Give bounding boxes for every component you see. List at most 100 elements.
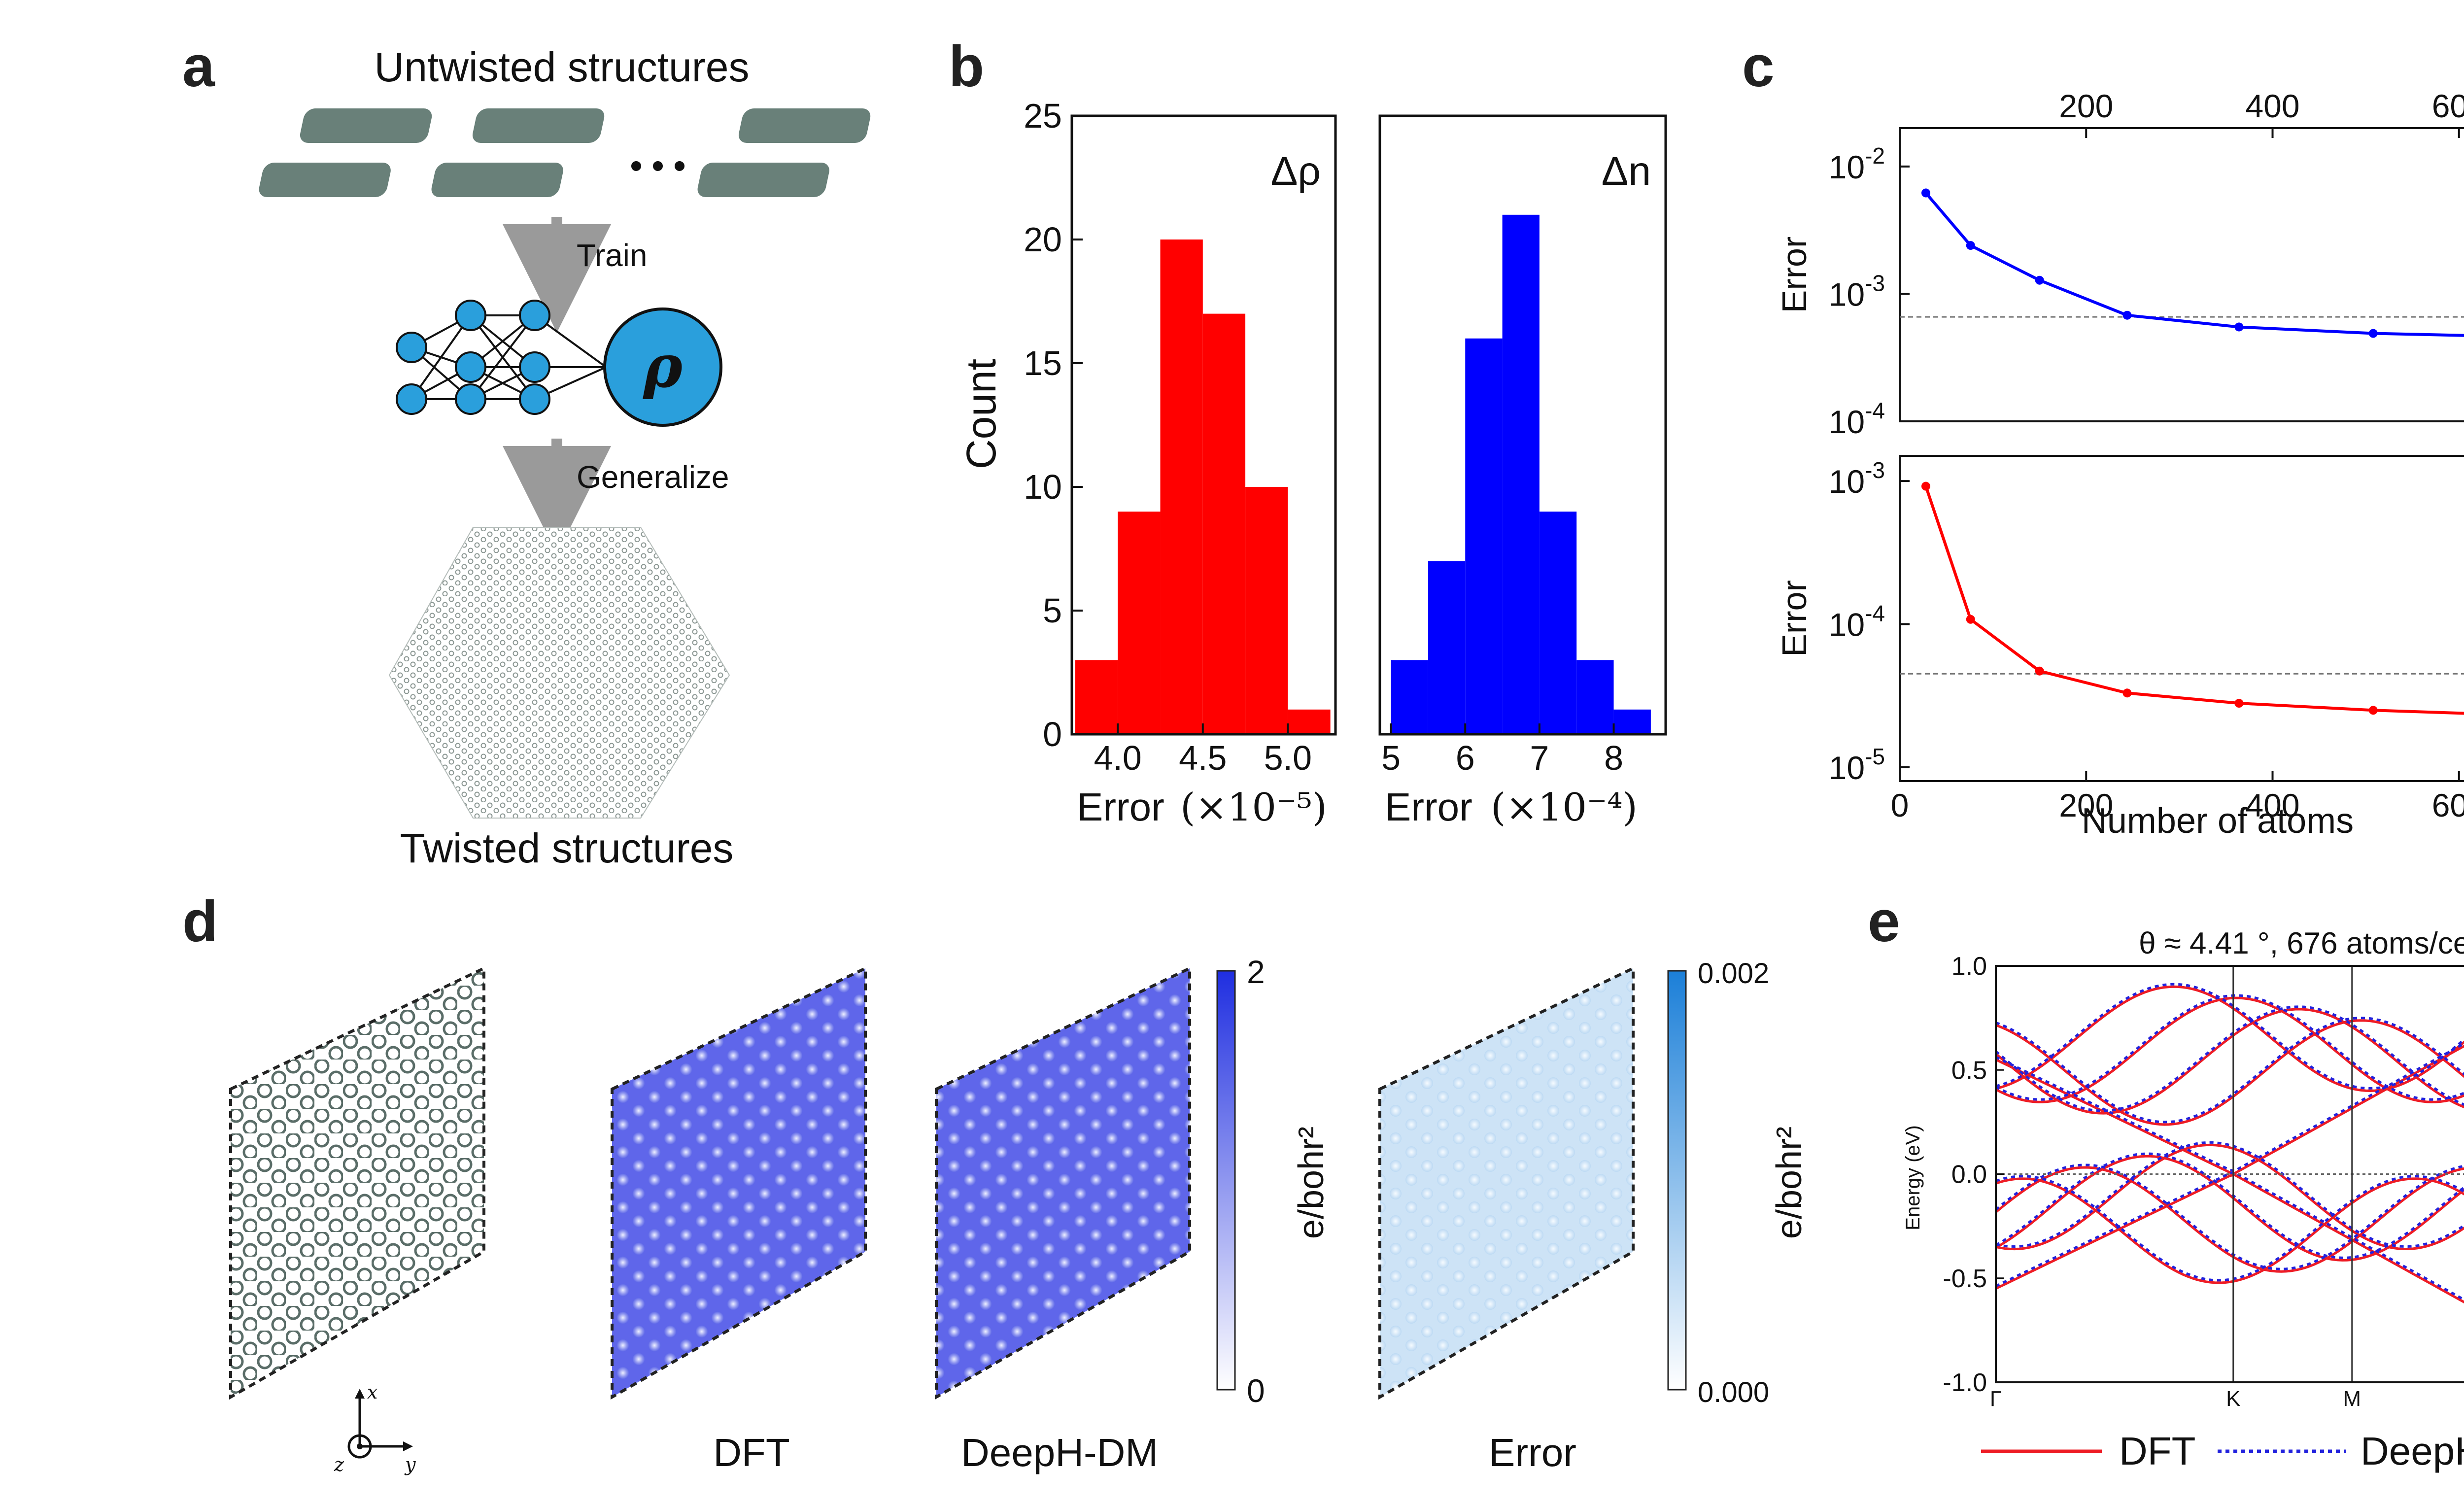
caption-error: Error [1489, 1431, 1576, 1474]
annotation-delta-n: Δn [1602, 149, 1651, 194]
neural-network-icon [396, 300, 722, 427]
panel-letter-c: c [1742, 34, 1775, 99]
dft-band [1996, 1166, 2464, 1273]
deeph-band [1996, 1152, 2464, 1259]
caption-deeph: DeepH-DM [961, 1431, 1158, 1474]
deeph-band [1996, 983, 2464, 1090]
histogram-bar [1118, 512, 1161, 734]
plot-frame [1899, 455, 2464, 782]
plot-frame [1899, 127, 2464, 422]
colorbar-density-label: e/bohr² [1292, 1127, 1331, 1239]
legend-deeph-label: DeepH-DM [2361, 1429, 2464, 1473]
x-tick-label: 4.5 [1179, 739, 1227, 777]
axis-x-label: x [367, 1381, 377, 1403]
twisted-label: Twisted structures [400, 825, 734, 871]
b-left-xunit: (×10⁻⁵) [1180, 786, 1327, 830]
x-tick-label: 0 [1891, 787, 1909, 823]
y-tick-label: 10-4 [1829, 600, 1885, 643]
bilayer-structure-1 [259, 108, 432, 197]
model-symbol: ρ [642, 332, 683, 401]
y-tick-label: -0.5 [1943, 1265, 1987, 1293]
deeph-band [1996, 1163, 2464, 1270]
e-title: θ ≈ 4.41 °, 676 atoms/cell [2139, 926, 2464, 960]
data-point [2035, 275, 2044, 285]
deeph-band [1996, 1171, 2464, 1301]
axis-z-label: z [334, 1454, 344, 1475]
axis-indicator: x y z [334, 1381, 416, 1475]
panel-e: e θ ≈ 4.41 °, 676 atoms/cell Energy (eV)… [1868, 889, 2464, 1473]
data-point [1966, 241, 1975, 250]
b-ylabel: Count [958, 359, 1004, 469]
dft-band [1996, 1008, 2464, 1115]
untwisted-structures: • • • [259, 108, 871, 197]
data-point [1966, 615, 1975, 624]
dft-band [1996, 1019, 2464, 1126]
y-tick-label: 1.0 [1951, 952, 1987, 981]
colorbar-density-min: 0 [1247, 1372, 1265, 1409]
x-tick-label: 200 [2059, 787, 2113, 823]
data-point [2368, 329, 2378, 338]
histogram-delta-rho: 4.0 4.5 5.0 0 5 10 15 20 25 Δρ [1024, 97, 1337, 777]
data-point [2122, 688, 2132, 698]
data-point [1921, 481, 1930, 491]
kpoint-label: M [2343, 1387, 2361, 1411]
y-tick-label: -1.0 [1943, 1368, 1987, 1397]
deeph-band [1996, 1005, 2464, 1112]
band-lines [1996, 983, 2464, 1304]
panel-letter-e: e [1868, 889, 1900, 954]
histogram-bar [1539, 512, 1577, 734]
caption-dft: DFT [713, 1431, 790, 1474]
data-point [1921, 188, 1930, 198]
bilayer-structure-3 [697, 108, 871, 197]
panel-letter-b: b [949, 34, 984, 99]
histogram-bar [1576, 660, 1614, 734]
kpoint-label: K [2226, 1387, 2240, 1411]
b-right-xlabel: Error [1385, 785, 1472, 829]
colorbar-density: 2 0 e/bohr² [1216, 954, 1331, 1409]
panel-letter-a: a [182, 34, 215, 99]
y-axis-label: Error [1775, 237, 1814, 313]
data-point [2122, 310, 2132, 320]
data-point [2368, 706, 2378, 715]
x-tick-label: 400 [2245, 787, 2299, 823]
c-xlabel: Number of atoms [2082, 801, 2354, 841]
data-line [1924, 485, 2464, 715]
histogram-bar [1391, 660, 1428, 734]
error-vs-atoms-delta-rho: 10-310-410-50200400600ΔρError [1775, 455, 2464, 823]
atomic-structure-view [229, 966, 485, 1400]
deeph-band [1996, 994, 2464, 1101]
band-legend: DFT DeepH-DM [1981, 1429, 2464, 1473]
bilayer-structure-2 [431, 108, 605, 197]
b-right-xunit: (×10⁻⁴) [1491, 786, 1638, 830]
colorbar-error-label: e/bohr² [1770, 1127, 1809, 1239]
x-tick-label: 5 [1381, 739, 1401, 777]
x-tick-label: 7 [1530, 739, 1549, 777]
legend-dft-label: DFT [2119, 1429, 2196, 1473]
histogram-bar [1202, 313, 1246, 734]
x-tick-label: 4.0 [1094, 739, 1142, 777]
x-tick-label: 600 [2432, 88, 2464, 124]
panel-c: c 10-210-310-4200400600ΔnError 10-310-41… [1742, 34, 2464, 841]
y-tick-label: 10-5 [1829, 744, 1885, 786]
data-point [2234, 699, 2244, 708]
deeph-band [1996, 1141, 2464, 1248]
annotation-delta-rho: Δρ [1271, 149, 1321, 194]
y-tick-label: 15 [1024, 344, 1062, 382]
y-tick-label: 10-4 [1829, 398, 1885, 440]
y-tick-label: 0.5 [1951, 1056, 1987, 1085]
twisted-structure-image [388, 527, 730, 819]
generalize-label: Generalize [577, 459, 729, 495]
histogram-bar [1428, 561, 1466, 734]
deeph-density-map [935, 966, 1191, 1400]
band-structure: 1.00.50.0-0.5-1.0ΓKMΓ [1943, 952, 2464, 1411]
colorbar-density-max: 2 [1247, 954, 1265, 990]
x-tick-label: 200 [2059, 88, 2113, 124]
b-left-xlabel: Error [1077, 785, 1164, 829]
ellipsis: • • • [630, 146, 685, 185]
axis-y-label: y [404, 1454, 416, 1475]
x-tick-label: 400 [2245, 88, 2299, 124]
colorbar-error-min: 0.000 [1698, 1376, 1769, 1408]
y-tick-label: 0.0 [1951, 1161, 1987, 1189]
y-tick-label: 10-2 [1829, 143, 1885, 185]
